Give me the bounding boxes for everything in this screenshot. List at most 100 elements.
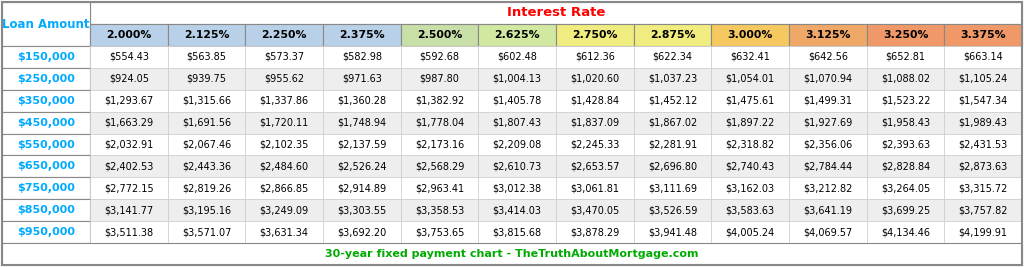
Text: 2.125%: 2.125% <box>183 30 229 40</box>
Text: $622.34: $622.34 <box>652 52 692 62</box>
Bar <box>944 112 1022 134</box>
Text: $3,249.09: $3,249.09 <box>260 205 308 215</box>
Text: $2,653.57: $2,653.57 <box>570 161 620 171</box>
Text: $2,173.16: $2,173.16 <box>415 139 464 150</box>
Text: $642.56: $642.56 <box>808 52 848 62</box>
Text: $2,356.06: $2,356.06 <box>803 139 852 150</box>
Text: $2,568.29: $2,568.29 <box>415 161 464 171</box>
Bar <box>634 155 712 177</box>
Text: 3.250%: 3.250% <box>883 30 928 40</box>
Text: $2,431.53: $2,431.53 <box>958 139 1008 150</box>
Bar <box>712 24 790 46</box>
Text: $250,000: $250,000 <box>17 74 75 84</box>
Bar <box>790 24 866 46</box>
Bar <box>90 221 168 243</box>
Text: $1,054.01: $1,054.01 <box>726 74 775 84</box>
Bar <box>2 112 90 134</box>
Bar <box>90 90 168 112</box>
Bar <box>556 199 634 221</box>
Bar <box>400 177 478 199</box>
Text: $2,963.41: $2,963.41 <box>415 183 464 193</box>
Bar <box>866 155 944 177</box>
Bar <box>944 134 1022 155</box>
Bar <box>400 90 478 112</box>
Text: $750,000: $750,000 <box>17 183 75 193</box>
Bar <box>2 90 90 112</box>
Bar <box>246 155 323 177</box>
Text: $563.85: $563.85 <box>186 52 226 62</box>
Bar <box>556 221 634 243</box>
Bar <box>944 24 1022 46</box>
Text: $2,443.36: $2,443.36 <box>182 161 231 171</box>
Bar <box>246 199 323 221</box>
Bar <box>478 199 556 221</box>
Text: $2,772.15: $2,772.15 <box>104 183 154 193</box>
Text: $2,318.82: $2,318.82 <box>726 139 775 150</box>
Text: $150,000: $150,000 <box>17 52 75 62</box>
Text: $2,914.89: $2,914.89 <box>337 183 386 193</box>
Text: $4,134.46: $4,134.46 <box>881 227 930 237</box>
Bar <box>168 24 246 46</box>
Bar <box>90 155 168 177</box>
Bar <box>634 134 712 155</box>
Text: $652.81: $652.81 <box>886 52 926 62</box>
Text: $1,037.23: $1,037.23 <box>648 74 697 84</box>
Bar <box>866 90 944 112</box>
Bar <box>2 177 90 199</box>
Bar <box>478 221 556 243</box>
Text: $1,867.02: $1,867.02 <box>648 117 697 128</box>
Text: $2,696.80: $2,696.80 <box>648 161 697 171</box>
Text: $3,757.82: $3,757.82 <box>958 205 1008 215</box>
Bar <box>478 24 556 46</box>
Text: $450,000: $450,000 <box>17 117 75 128</box>
Text: 30-year fixed payment chart - TheTruthAboutMortgage.com: 30-year fixed payment chart - TheTruthAb… <box>326 249 698 259</box>
Bar <box>323 46 400 68</box>
Bar <box>944 221 1022 243</box>
Text: $2,032.91: $2,032.91 <box>104 139 154 150</box>
Bar <box>790 134 866 155</box>
Text: $554.43: $554.43 <box>109 52 148 62</box>
Text: $2,393.63: $2,393.63 <box>881 139 930 150</box>
Text: $1,927.69: $1,927.69 <box>803 117 852 128</box>
Text: $3,571.07: $3,571.07 <box>182 227 231 237</box>
Text: $3,941.48: $3,941.48 <box>648 227 697 237</box>
Bar <box>790 177 866 199</box>
Text: $987.80: $987.80 <box>420 74 460 84</box>
Text: $612.36: $612.36 <box>574 52 614 62</box>
Bar <box>556 155 634 177</box>
Bar <box>478 155 556 177</box>
Text: $1,807.43: $1,807.43 <box>493 117 542 128</box>
Text: $573.37: $573.37 <box>264 52 304 62</box>
Bar <box>712 199 790 221</box>
Text: $3,111.69: $3,111.69 <box>648 183 697 193</box>
Bar <box>556 24 634 46</box>
Text: $1,315.66: $1,315.66 <box>182 96 231 106</box>
Text: $1,382.92: $1,382.92 <box>415 96 464 106</box>
Bar <box>323 155 400 177</box>
Text: 2.750%: 2.750% <box>572 30 617 40</box>
Bar <box>168 177 246 199</box>
Bar <box>2 134 90 155</box>
Bar <box>90 134 168 155</box>
Text: $1,475.61: $1,475.61 <box>726 96 775 106</box>
Text: $2,402.53: $2,402.53 <box>104 161 154 171</box>
Bar <box>866 221 944 243</box>
Text: $3,815.68: $3,815.68 <box>493 227 542 237</box>
Bar <box>168 199 246 221</box>
Bar <box>400 155 478 177</box>
Text: $939.75: $939.75 <box>186 74 226 84</box>
Bar <box>168 221 246 243</box>
Bar <box>556 177 634 199</box>
Text: 3.375%: 3.375% <box>961 30 1006 40</box>
Text: $1,837.09: $1,837.09 <box>570 117 620 128</box>
Bar <box>2 155 90 177</box>
Bar <box>90 24 168 46</box>
Bar <box>323 221 400 243</box>
Bar <box>2 2 90 46</box>
Bar <box>790 155 866 177</box>
Bar <box>246 46 323 68</box>
Bar <box>634 221 712 243</box>
Text: $1,428.84: $1,428.84 <box>570 96 620 106</box>
Bar <box>712 221 790 243</box>
Bar <box>866 177 944 199</box>
